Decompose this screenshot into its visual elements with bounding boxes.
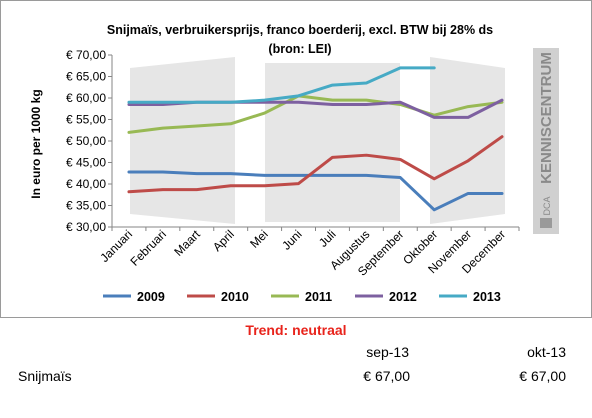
chart-title: Snijmaïs, verbruikersprijs, franco boerd… (107, 23, 493, 37)
background-decoration (130, 57, 505, 224)
y-tick-label: € 45,00 (66, 156, 106, 170)
y-axis-label: In euro per 1000 kg (29, 89, 43, 198)
kenniscentrum-logo: KENNISCENTRUM DCA (533, 48, 559, 234)
series-line-2011 (127, 94, 504, 134)
y-tick-label: € 30,00 (66, 220, 106, 234)
y-tick-label: € 65,00 (66, 70, 106, 84)
chart-container: € 30,00 € 35,00 € 40,00 € 45,00 € 50,00 € 55,… (0, 0, 592, 318)
background-panel (430, 57, 505, 224)
y-tick-label: € 40,00 (66, 177, 106, 191)
y-tick-label: € 60,00 (66, 91, 106, 105)
background-panel (130, 57, 235, 224)
price-value-okt-13: € 67,00 (519, 368, 566, 384)
legend-label-2013: 2013 (473, 290, 501, 304)
y-tick-label: € 35,00 (66, 199, 106, 213)
line-chart: € 30,00 € 35,00 € 40,00 € 45,00 € 50,00 € 55,… (0, 0, 592, 318)
logo-text: KENNISCENTRUM (538, 52, 555, 184)
chart-subtitle: (bron: LEI) (268, 42, 331, 56)
y-tick-label: € 70,00 (66, 48, 106, 62)
column-header-okt-13: okt-13 (527, 344, 566, 360)
price-value-sep-13: € 67,00 (363, 368, 410, 384)
legend-label-2010: 2010 (221, 290, 249, 304)
legend-label-2011: 2011 (305, 290, 332, 304)
series-line-2013 (127, 66, 436, 104)
legend-label-2012: 2012 (389, 290, 417, 304)
series-line-2010 (127, 135, 504, 194)
series-line-2009 (127, 170, 504, 212)
logo-mark (540, 218, 552, 228)
y-tick-label: € 55,00 (66, 113, 106, 127)
logo-background (533, 48, 559, 234)
legend-label-2009: 2009 (137, 290, 165, 304)
series-lines (127, 66, 504, 212)
row-label-snijmais: Snijmaïs (18, 368, 72, 384)
y-tick-label: € 50,00 (66, 134, 106, 148)
legend: 2009 2010 2011 2012 2013 (103, 290, 501, 304)
background-panel (265, 63, 400, 222)
logo-prefix: DCA (542, 196, 552, 215)
trend-label: Trend: neutraal (245, 322, 347, 338)
column-header-sep-13: sep-13 (366, 344, 409, 360)
